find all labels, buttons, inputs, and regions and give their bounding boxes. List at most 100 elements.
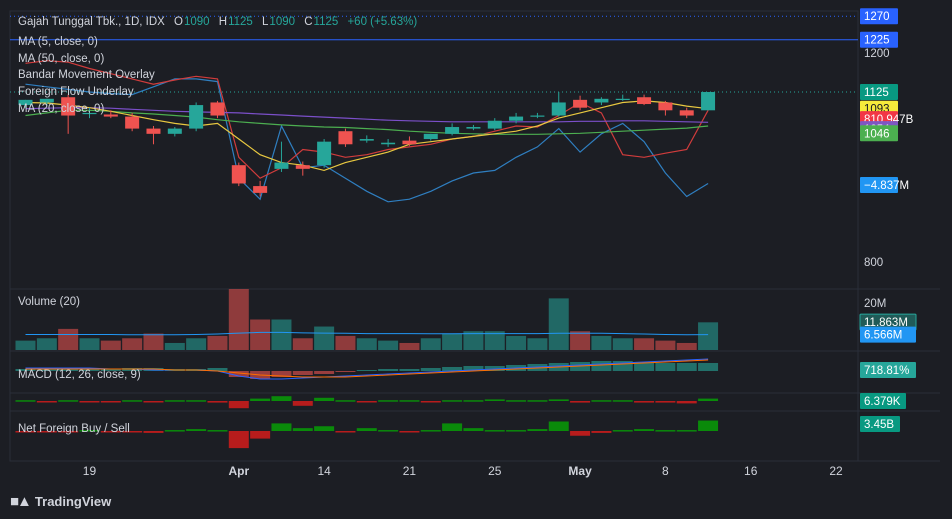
- close-value: 1125: [313, 16, 339, 28]
- ma50-line: [25, 109, 709, 135]
- candle-body: [466, 127, 481, 129]
- osc-bar: [484, 399, 505, 401]
- tradingview-brand[interactable]: ■▲ TradingView: [10, 493, 111, 510]
- legend-foreign[interactable]: Foreign Flow Underlay: [18, 86, 134, 98]
- nfb-bar: [570, 431, 591, 436]
- volume-bar: [79, 338, 100, 350]
- nfb-badge: [860, 416, 900, 432]
- legend-ma50[interactable]: MA (50, close, 0): [18, 53, 105, 65]
- osc-bar: [378, 400, 399, 402]
- time-tick-label: 25: [488, 464, 502, 478]
- macd-hist-bar: [484, 366, 505, 371]
- nfb-bar: [228, 431, 249, 449]
- osc-bar: [655, 401, 676, 403]
- osc-bar: [548, 399, 569, 401]
- osc-bar: [634, 401, 655, 403]
- volume-bar: [292, 338, 313, 350]
- candle-body: [658, 102, 673, 111]
- macd-hist-bar: [356, 370, 377, 371]
- legend-macd[interactable]: MACD (12, 26, close, 9): [18, 369, 141, 381]
- nfb-bar: [292, 428, 313, 431]
- nfb-bar: [335, 431, 356, 433]
- volume-bar: [612, 338, 633, 350]
- candle-body: [701, 92, 716, 111]
- candle-body: [189, 105, 204, 129]
- low-label: L: [262, 16, 269, 28]
- volume-bar: [399, 342, 420, 350]
- volume-bar: [250, 319, 271, 350]
- macd-hist-bar: [676, 363, 697, 371]
- osc-bar: [58, 400, 79, 402]
- candle-body: [423, 133, 438, 140]
- osc-bar: [612, 400, 633, 402]
- volume-bar: [58, 328, 79, 350]
- candle-body: [445, 127, 460, 134]
- volume-bar: [420, 338, 441, 350]
- candle-body: [274, 162, 289, 169]
- volume-bar: [15, 340, 36, 350]
- volume-bar: [122, 338, 143, 350]
- macd-hist-bar: [442, 367, 463, 371]
- price-axis-badge-text: 1046: [864, 128, 890, 140]
- candle-body: [231, 165, 246, 184]
- nfb-bar: [634, 429, 655, 431]
- volume-bar: [655, 340, 676, 350]
- macd-hist-bar: [15, 369, 36, 371]
- volume-bar: [591, 335, 612, 350]
- osc-bar: [164, 400, 185, 402]
- macd-hist-bar: [36, 369, 57, 371]
- nfb-bar: [15, 431, 36, 433]
- volume-bar: [228, 289, 249, 350]
- legend-ma20[interactable]: MA (20, close, 0): [18, 103, 105, 115]
- volume-bar: [271, 319, 292, 350]
- macd-hist-bar: [228, 371, 249, 377]
- volume-bar: [100, 340, 121, 350]
- volume-bar: [634, 338, 655, 350]
- volume-bar: [484, 331, 505, 350]
- candle-body: [167, 128, 182, 134]
- osc-bar: [15, 400, 36, 402]
- nfb-bar: [612, 430, 633, 432]
- legend-bandar[interactable]: Bandar Movement Overlay: [18, 69, 155, 81]
- macd-hist-bar: [292, 371, 313, 375]
- candle-body: [551, 102, 566, 116]
- nfb-bar: [442, 423, 463, 431]
- nfb-bar: [58, 431, 79, 433]
- volume-bar: [463, 331, 484, 350]
- price-axis-badge: [860, 177, 898, 194]
- ma5-line: [25, 100, 709, 172]
- candle-body: [679, 110, 694, 116]
- price-axis-badge: [860, 31, 898, 48]
- low-value: 1090: [269, 16, 296, 28]
- nfb-bar: [506, 430, 527, 432]
- candle-body: [253, 186, 268, 193]
- time-tick-label: May: [568, 464, 592, 478]
- volume-bar: [548, 298, 569, 350]
- nfb-bar: [186, 429, 207, 431]
- osc-bar: [36, 401, 57, 403]
- macd-hist-bar: [698, 363, 719, 371]
- symbol-title: Gajah Tunggal Tbk., 1D, IDX: [18, 16, 165, 28]
- volume-bar: [442, 333, 463, 350]
- volume-bar: [378, 340, 399, 350]
- legend-volume[interactable]: Volume (20): [18, 296, 81, 308]
- osc-bar: [143, 401, 164, 403]
- time-tick-label: 21: [403, 464, 417, 478]
- macd-hist-bar: [591, 361, 612, 371]
- nfb-badge-text: 3.45B: [864, 419, 894, 431]
- candle-body: [295, 165, 310, 169]
- candle-body: [210, 102, 225, 116]
- open-value: 1090: [183, 16, 210, 28]
- legend-nfb[interactable]: Net Foreign Buy / Sell: [18, 423, 130, 435]
- price-axis-badge-text: 1225: [864, 35, 890, 47]
- volume-bar: [164, 342, 185, 350]
- tradingview-logo-icon: ■▲: [10, 493, 32, 510]
- candle-body: [573, 99, 588, 108]
- volume-ma-line: [25, 331, 709, 336]
- nfb-bar: [655, 430, 676, 432]
- legend-ma5[interactable]: MA (5, close, 0): [18, 36, 98, 48]
- volume-bar: [527, 338, 548, 350]
- volume-bar: [506, 335, 527, 350]
